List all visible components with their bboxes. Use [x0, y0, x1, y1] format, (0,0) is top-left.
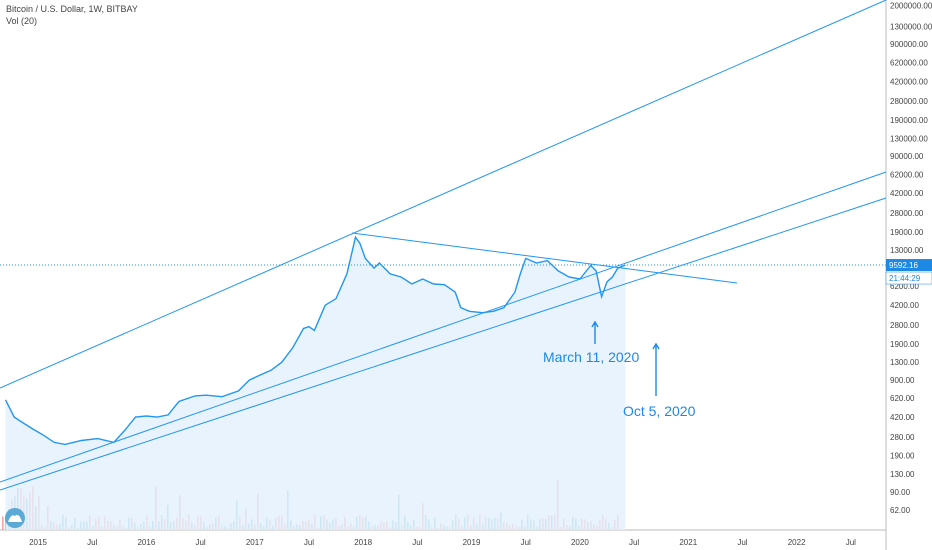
time-tick-label: Jul: [846, 538, 856, 547]
time-tick-label: 2018: [354, 538, 372, 547]
current-price-tag[interactable]: [886, 259, 932, 272]
price-tick-label: 6200.00: [890, 282, 919, 291]
price-tick-label: 900.00: [890, 376, 915, 385]
time-tick-label: Jul: [521, 538, 531, 547]
upper-channel-line[interactable]: [0, 0, 887, 389]
price-tick-label: 90.00: [890, 488, 911, 497]
time-tick-label: Jul: [629, 538, 639, 547]
price-tick-label: 1900.00: [890, 340, 919, 349]
march-arrow-head: [591, 320, 599, 328]
countdown-value: 21:44:29: [889, 274, 921, 283]
cloud-icon: [8, 514, 22, 522]
descending-trendline[interactable]: [351, 232, 738, 284]
price-tick-label: 13000.00: [890, 246, 924, 255]
price-tick-label: 28000.00: [890, 209, 924, 218]
price-tick-label: 130.00: [890, 470, 915, 479]
price-tick-label: 620.00: [890, 394, 915, 403]
indicator-label: Vol (20): [6, 16, 38, 26]
time-tick-label: 2017: [246, 538, 264, 547]
price-line[interactable]: [4, 235, 626, 446]
time-tick-label: 2020: [571, 538, 589, 547]
price-tick-label: 280000.00: [890, 97, 928, 106]
price-tick-label: 19000.00: [890, 228, 924, 237]
current-price-value: 9592.16: [889, 261, 918, 270]
volume-bar: [2, 516, 4, 530]
time-tick-label: Jul: [737, 538, 747, 547]
price-tick-label: 4200.00: [890, 301, 919, 310]
price-tick-label: 42000.00: [890, 189, 924, 198]
oct-arrow-head: [652, 342, 660, 350]
time-tick-label: Jul: [87, 538, 97, 547]
rising-support-line-1[interactable]: [0, 171, 887, 483]
price-tick-label: 62.00: [890, 506, 911, 515]
time-tick-label: 2016: [137, 538, 155, 547]
time-tick-label: Jul: [195, 538, 205, 547]
time-tick-label: Jul: [412, 538, 422, 547]
price-tick-label: 190.00: [890, 452, 915, 461]
time-tick-label: 2019: [463, 538, 481, 547]
price-tick-label: 280.00: [890, 433, 915, 442]
time-tick-label: Jul: [304, 538, 314, 547]
price-tick-label: 130000.00: [890, 134, 928, 143]
price-tick-label: 62000.00: [890, 170, 924, 179]
price-tick-label: 2000000.00: [890, 1, 932, 10]
price-tick-label: 420000.00: [890, 77, 928, 86]
rising-support-line-2[interactable]: [0, 197, 887, 491]
price-tick-label: 1300.00: [890, 358, 919, 367]
price-tick-label: 1300000.00: [890, 22, 932, 31]
price-tick-label: 90000.00: [890, 152, 924, 161]
price-tick-label: 2800.00: [890, 321, 919, 330]
price-tick-label: 420.00: [890, 413, 915, 422]
price-area: [5, 237, 626, 530]
countdown-tag: [885, 271, 932, 285]
annotation-oct[interactable]: Oct 5, 2020: [623, 403, 696, 419]
time-tick-label: 2021: [679, 538, 697, 547]
annotation-march[interactable]: March 11, 2020: [543, 349, 639, 365]
price-tick-label: 620000.00: [890, 58, 928, 67]
time-tick-label: 2022: [788, 538, 806, 547]
price-tick-label: 190000.00: [890, 116, 928, 125]
chart-title: Bitcoin / U.S. Dollar, 1W, BITBAY: [6, 4, 138, 14]
time-tick-label: 2015: [29, 538, 47, 547]
price-tick-label: 900000.00: [890, 40, 928, 49]
